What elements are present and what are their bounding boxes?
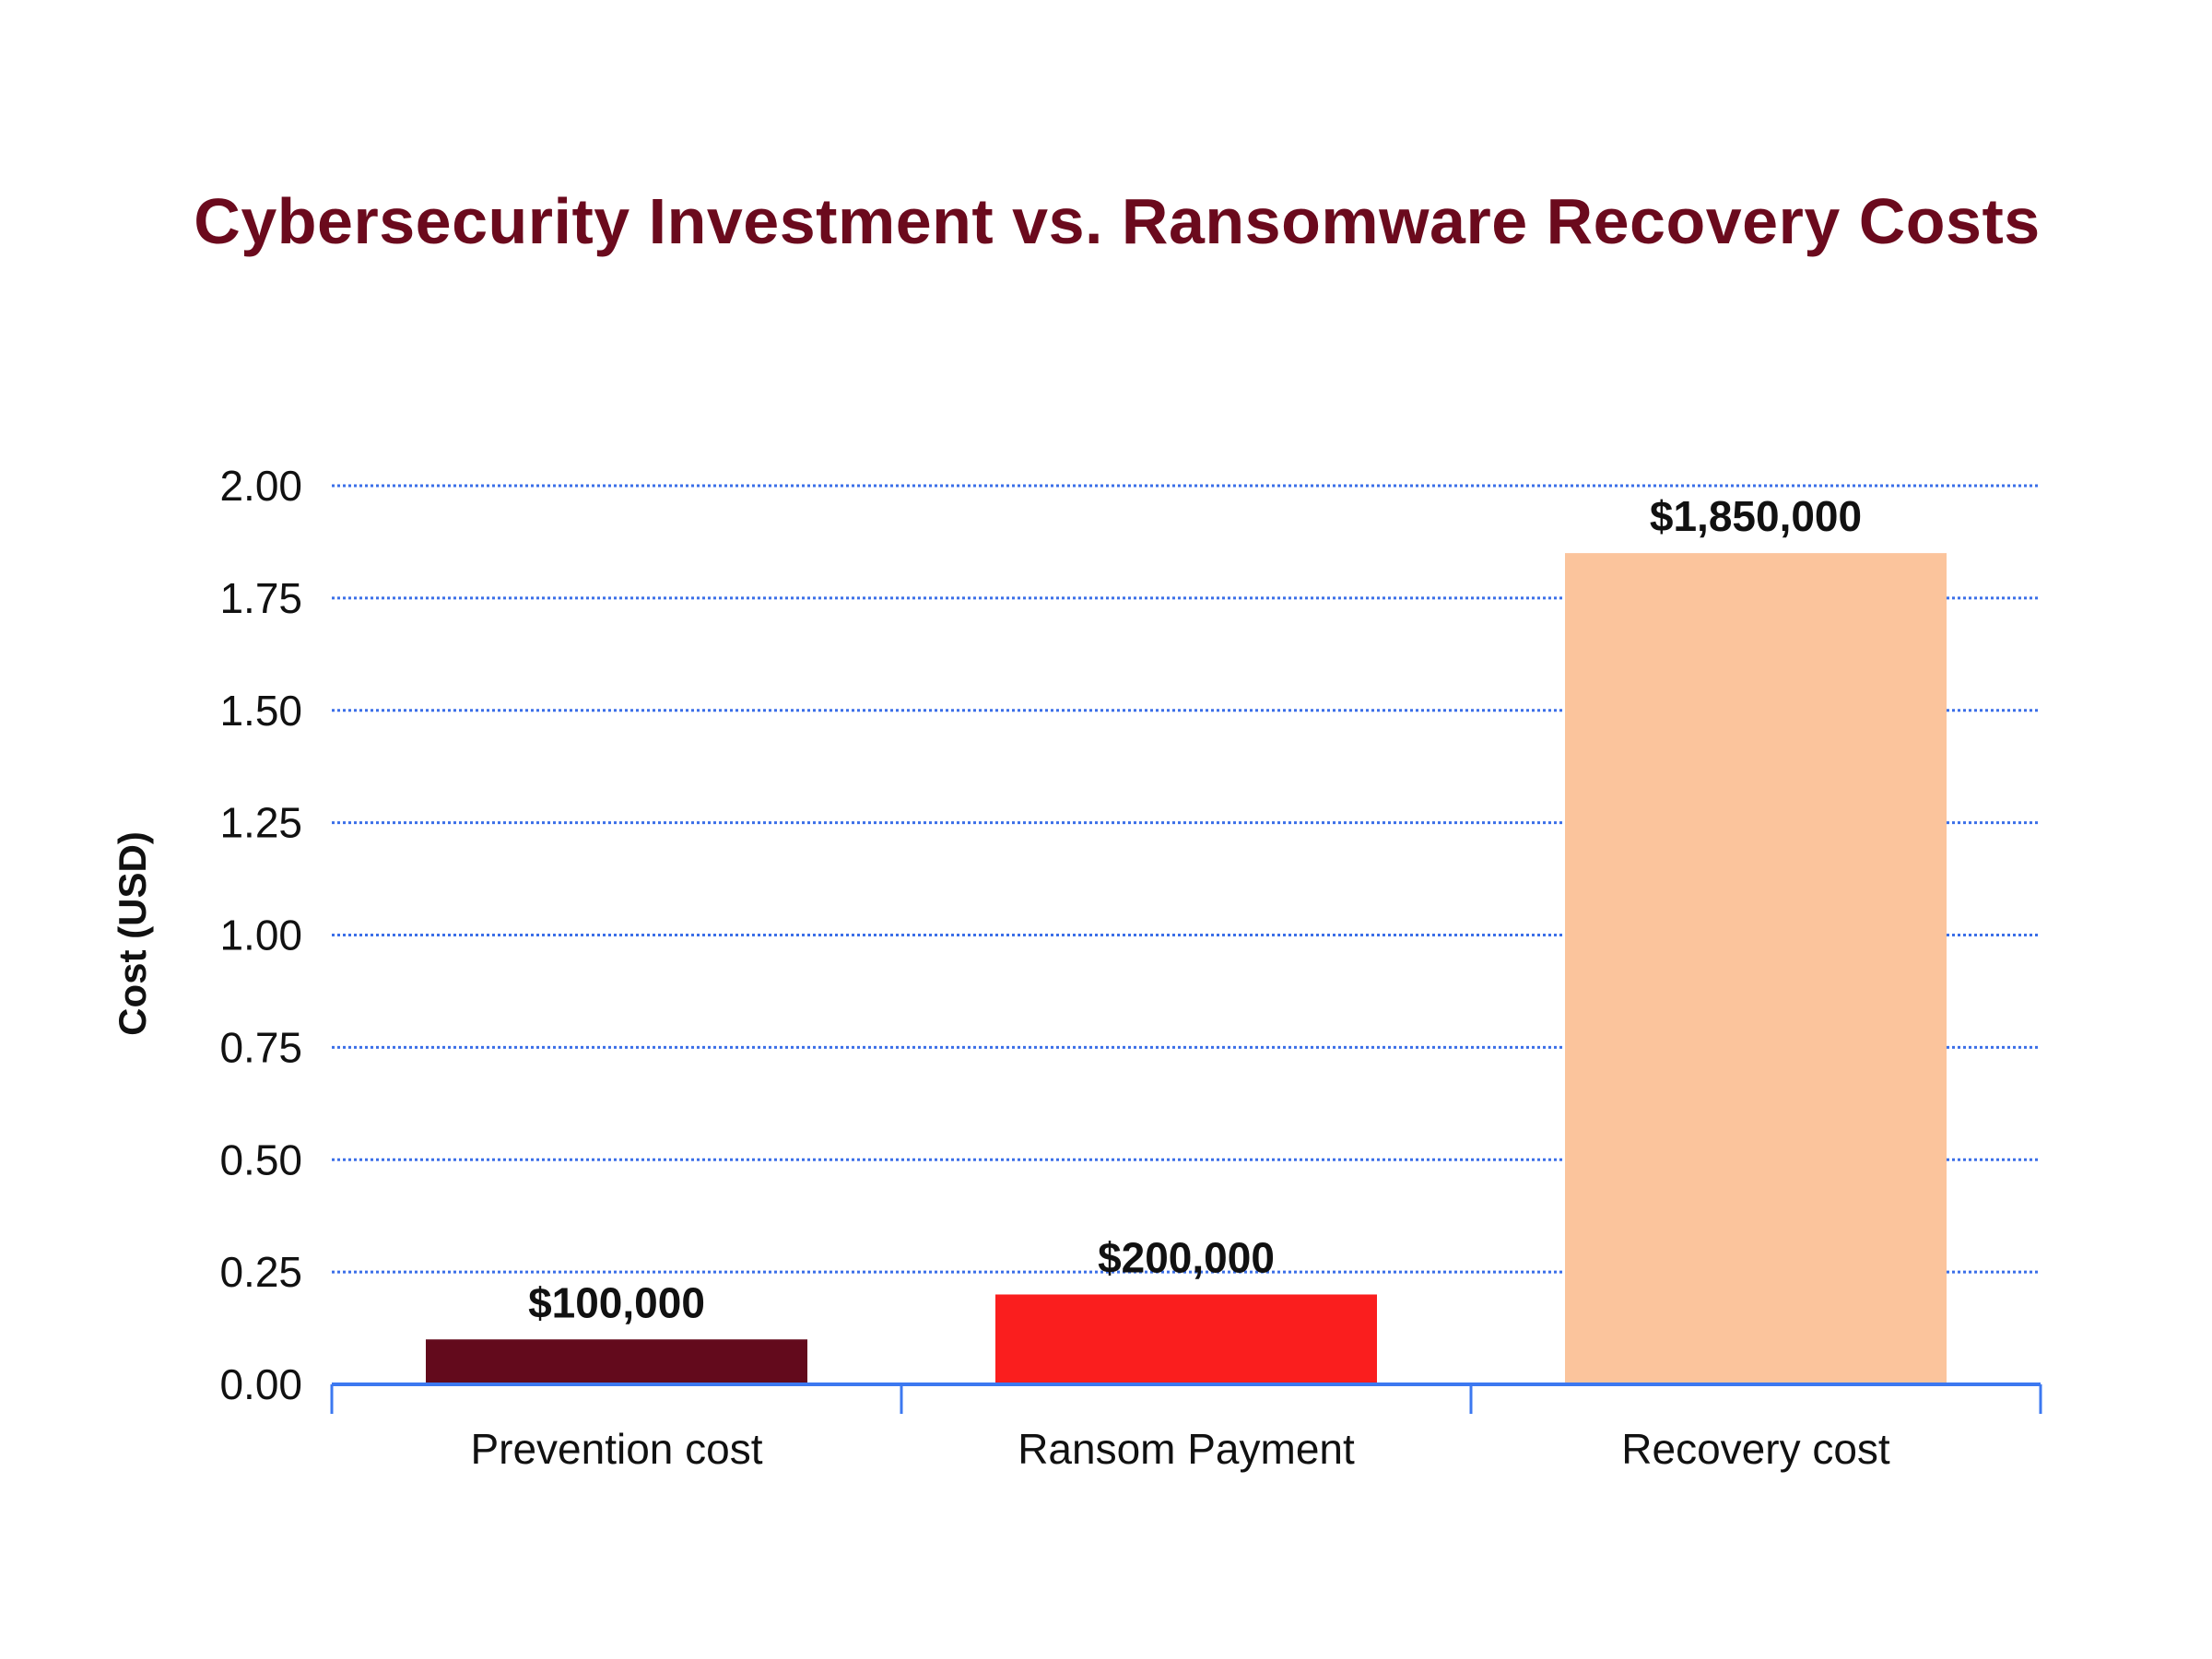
data-label: $200,000 xyxy=(1098,1234,1275,1282)
y-tick-label: 2.00 xyxy=(219,462,302,510)
chart-title: Cybersecurity Investment vs. Ransomware … xyxy=(194,185,2041,257)
y-tick-label: 0.50 xyxy=(219,1135,302,1183)
x-tick-label: Recovery cost xyxy=(1621,1425,1890,1473)
data-label: $100,000 xyxy=(528,1278,705,1326)
y-tick-label: 1.00 xyxy=(219,912,302,959)
bar xyxy=(426,1339,807,1384)
x-tick-label: Ransom Payment xyxy=(1018,1425,1355,1473)
data-label: $1,850,000 xyxy=(1650,492,1862,540)
y-tick-label: 0.25 xyxy=(219,1248,302,1296)
y-tick-label: 1.75 xyxy=(219,574,302,622)
y-tick-label: 1.50 xyxy=(219,687,302,735)
bar xyxy=(1565,553,1947,1384)
y-tick-label: 0.00 xyxy=(219,1360,302,1408)
bar xyxy=(995,1294,1377,1384)
y-axis-label: Cost (USD) xyxy=(111,831,154,1036)
y-tick-label: 1.25 xyxy=(219,799,302,847)
x-tick-label: Prevention cost xyxy=(470,1425,762,1473)
y-tick-label: 0.75 xyxy=(219,1023,302,1071)
